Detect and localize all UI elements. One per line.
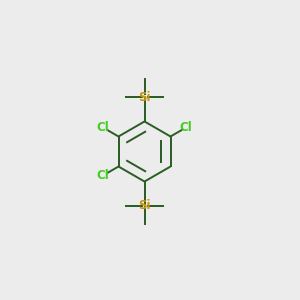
Text: Cl: Cl: [97, 169, 110, 182]
Text: Si: Si: [138, 199, 151, 212]
Text: Cl: Cl: [97, 121, 110, 134]
Text: Cl: Cl: [179, 121, 192, 134]
Text: Si: Si: [138, 91, 151, 104]
